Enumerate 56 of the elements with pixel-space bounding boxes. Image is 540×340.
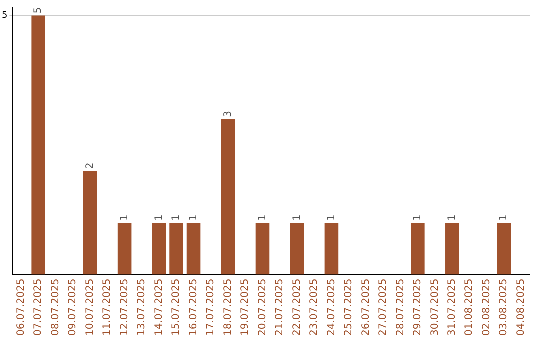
bar [411,222,425,275]
x-tick-label: 20.07.2025 [257,278,268,336]
x-tick-label: 19.07.2025 [240,278,252,336]
bar [118,222,132,275]
data-label: 1 [412,214,424,221]
x-tick-label: 30.07.2025 [430,278,441,336]
data-label: 1 [188,214,200,221]
data-label: 1 [119,214,130,221]
bar [497,222,512,275]
x-tick-label: 26.07.2025 [360,278,372,336]
data-label: 3 [222,110,234,118]
x-tick-label: 28.07.2025 [395,278,406,336]
x-tick-label: 15.07.2025 [171,278,182,336]
x-tick-label: 11.07.2025 [102,278,114,336]
bar [83,171,98,275]
x-tick-label: 14.07.2025 [154,278,165,336]
x-tick-label: 12.07.2025 [119,278,130,336]
x-tick-label: 29.07.2025 [412,278,424,336]
data-label: 2 [84,162,96,170]
x-tick-label: 23.07.2025 [309,278,320,336]
data-label: 1 [326,214,338,221]
data-label: 1 [257,214,268,221]
bar [324,222,339,275]
x-tick-label: 10.07.2025 [84,278,96,336]
x-tick-label: 22.07.2025 [292,278,303,336]
bar [152,222,166,275]
bar [32,16,46,275]
data-label: 5 [33,7,44,14]
bar [256,222,270,275]
bar [186,222,201,275]
bar [170,222,184,275]
x-tick-label: 18.07.2025 [222,278,234,336]
x-tick-label: 24.07.2025 [326,278,338,336]
x-tick-label: 25.07.2025 [344,278,355,336]
x-tick-label: 07.07.2025 [33,278,44,336]
x-tick-label: 31.07.2025 [447,278,458,336]
bar [290,222,304,275]
x-tick-label: 04.08.2025 [516,278,527,336]
data-label: 1 [154,214,165,221]
bar [446,222,460,275]
data-label: 1 [447,214,458,221]
x-tick-label: 21.07.2025 [274,278,286,336]
data-label: 1 [498,214,510,221]
data-label: 1 [171,214,182,221]
x-tick-label: 03.08.2025 [498,278,510,336]
x-tick-label: 08.07.2025 [50,278,62,336]
x-tick-label: 16.07.2025 [188,278,200,336]
x-tick-label: 06.07.2025 [16,278,27,336]
x-tick-label: 27.07.2025 [378,278,390,336]
x-tick-label: 09.07.2025 [68,278,79,336]
x-tick-label: 13.07.2025 [136,278,148,336]
bar [221,119,236,275]
x-tick-label: 01.08.2025 [464,278,476,336]
x-tick-label: 17.07.2025 [206,278,217,336]
x-tick-label: 02.08.2025 [481,278,492,336]
data-label: 1 [292,214,303,221]
